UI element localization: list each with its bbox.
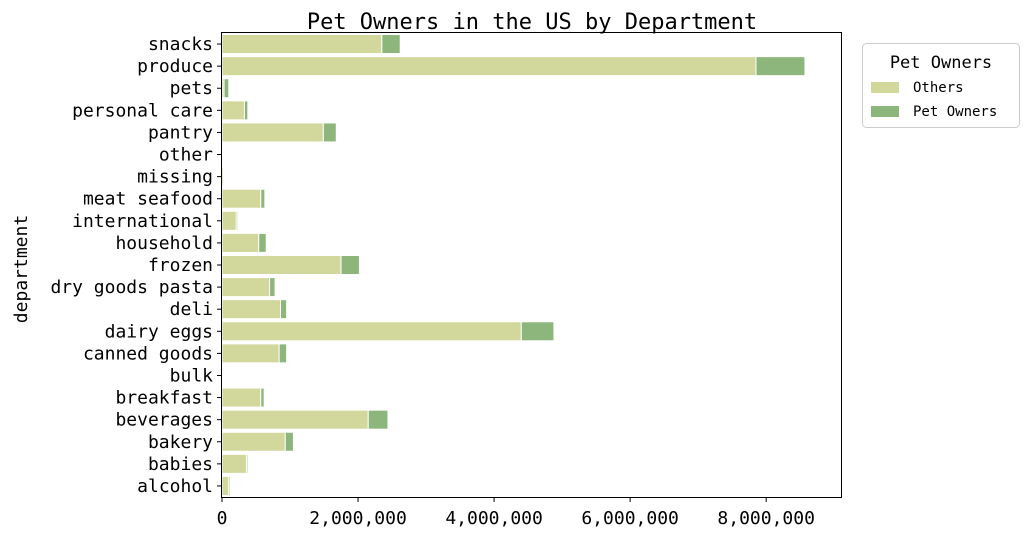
y-axis-label: department: [11, 215, 32, 323]
y-tick-label: dairy eggs: [105, 321, 213, 342]
bar-others-pantry: [221, 122, 324, 143]
legend-box: [862, 43, 1020, 128]
legend-label-pet-owners: Pet Owners: [913, 104, 997, 120]
bar-pet-owners-meat-seafood: [260, 188, 266, 209]
y-tick-label: pantry: [148, 122, 213, 143]
y-tick-label: frozen: [148, 255, 213, 276]
y-tick-label: international: [72, 211, 213, 232]
bar-pet-owners-produce: [755, 56, 806, 77]
y-tick-label: produce: [137, 56, 213, 77]
legend-swatch-pet-owners: [871, 106, 899, 117]
y-tick-label: missing: [137, 167, 213, 188]
bars-layer: [221, 34, 806, 496]
y-tick-label: breakfast: [115, 388, 213, 409]
bar-pet-owners-snacks: [381, 34, 401, 55]
x-tick-label: 2,000,000: [309, 508, 407, 529]
bar-pet-owners-alcohol: [228, 475, 231, 496]
y-tick-label: beverages: [115, 410, 213, 431]
bar-others-international: [221, 210, 237, 231]
bar-pet-owners-deli: [279, 299, 288, 320]
legend-title: Pet Owners: [890, 53, 992, 73]
bar-pet-owners-bakery: [284, 431, 294, 452]
y-tick-label: bulk: [170, 365, 214, 386]
bar-others-dry-goods-pasta: [221, 277, 271, 298]
bar-others-canned-goods: [221, 343, 280, 364]
bar-pet-owners-beverages: [367, 409, 389, 430]
bar-pet-owners-international: [235, 210, 239, 231]
bar-pet-owners-personal-care: [243, 100, 249, 121]
bar-others-beverages: [221, 409, 369, 430]
bar-others-bakery: [221, 431, 286, 452]
legend: Pet Owners Others Pet Owners: [862, 43, 1020, 128]
y-tick-label: household: [115, 233, 213, 254]
bar-others-alcohol: [221, 475, 230, 496]
bar-pet-owners-pets: [223, 78, 230, 99]
bar-pet-owners-babies: [245, 453, 249, 474]
bar-pet-owners-dry-goods-pasta: [269, 277, 276, 298]
y-tick-label: personal care: [72, 100, 213, 121]
bar-others-breakfast: [221, 387, 262, 408]
y-tick-label: babies: [148, 454, 213, 475]
x-tick-label: 4,000,000: [445, 508, 543, 529]
x-ticks: 0 2,000,000 4,000,000 6,000,000 8,000,000: [217, 497, 815, 529]
bar-pet-owners-pantry: [322, 122, 337, 143]
bar-others-babies: [221, 453, 247, 474]
x-tick-label: 8,000,000: [717, 508, 815, 529]
y-tick-label: other: [159, 145, 213, 166]
y-tick-label: bakery: [148, 432, 213, 453]
bar-pet-owners-frozen: [340, 254, 360, 276]
bar-pet-owners-dairy-eggs: [520, 321, 555, 342]
bar-others-snacks: [221, 34, 383, 55]
y-tick-label: meat seafood: [83, 189, 213, 210]
bar-others-dairy-eggs: [221, 321, 522, 342]
legend-label-others: Others: [913, 80, 964, 96]
y-tick-label: deli: [170, 299, 213, 320]
y-tick-label: canned goods: [83, 343, 213, 364]
bar-pet-owners-breakfast: [260, 387, 265, 408]
x-tick-label: 0: [217, 508, 228, 529]
bar-others-meat-seafood: [221, 188, 262, 209]
bar-others-produce: [221, 56, 757, 77]
legend-swatch-others: [871, 82, 899, 93]
chart-title: Pet Owners in the US by Department: [307, 10, 757, 35]
bar-pet-owners-canned-goods: [278, 343, 288, 364]
bar-others-personal-care: [221, 100, 245, 121]
bar-others-deli: [221, 299, 281, 320]
bar-pet-owners-household: [258, 232, 267, 253]
y-tick-label: alcohol: [137, 476, 213, 497]
y-tick-label: pets: [170, 78, 213, 99]
y-tick-label: dry goods pasta: [50, 277, 213, 298]
y-tick-label: snacks: [148, 34, 213, 55]
bar-others-household: [221, 232, 260, 253]
x-tick-label: 6,000,000: [581, 508, 679, 529]
bar-others-frozen: [221, 254, 342, 276]
